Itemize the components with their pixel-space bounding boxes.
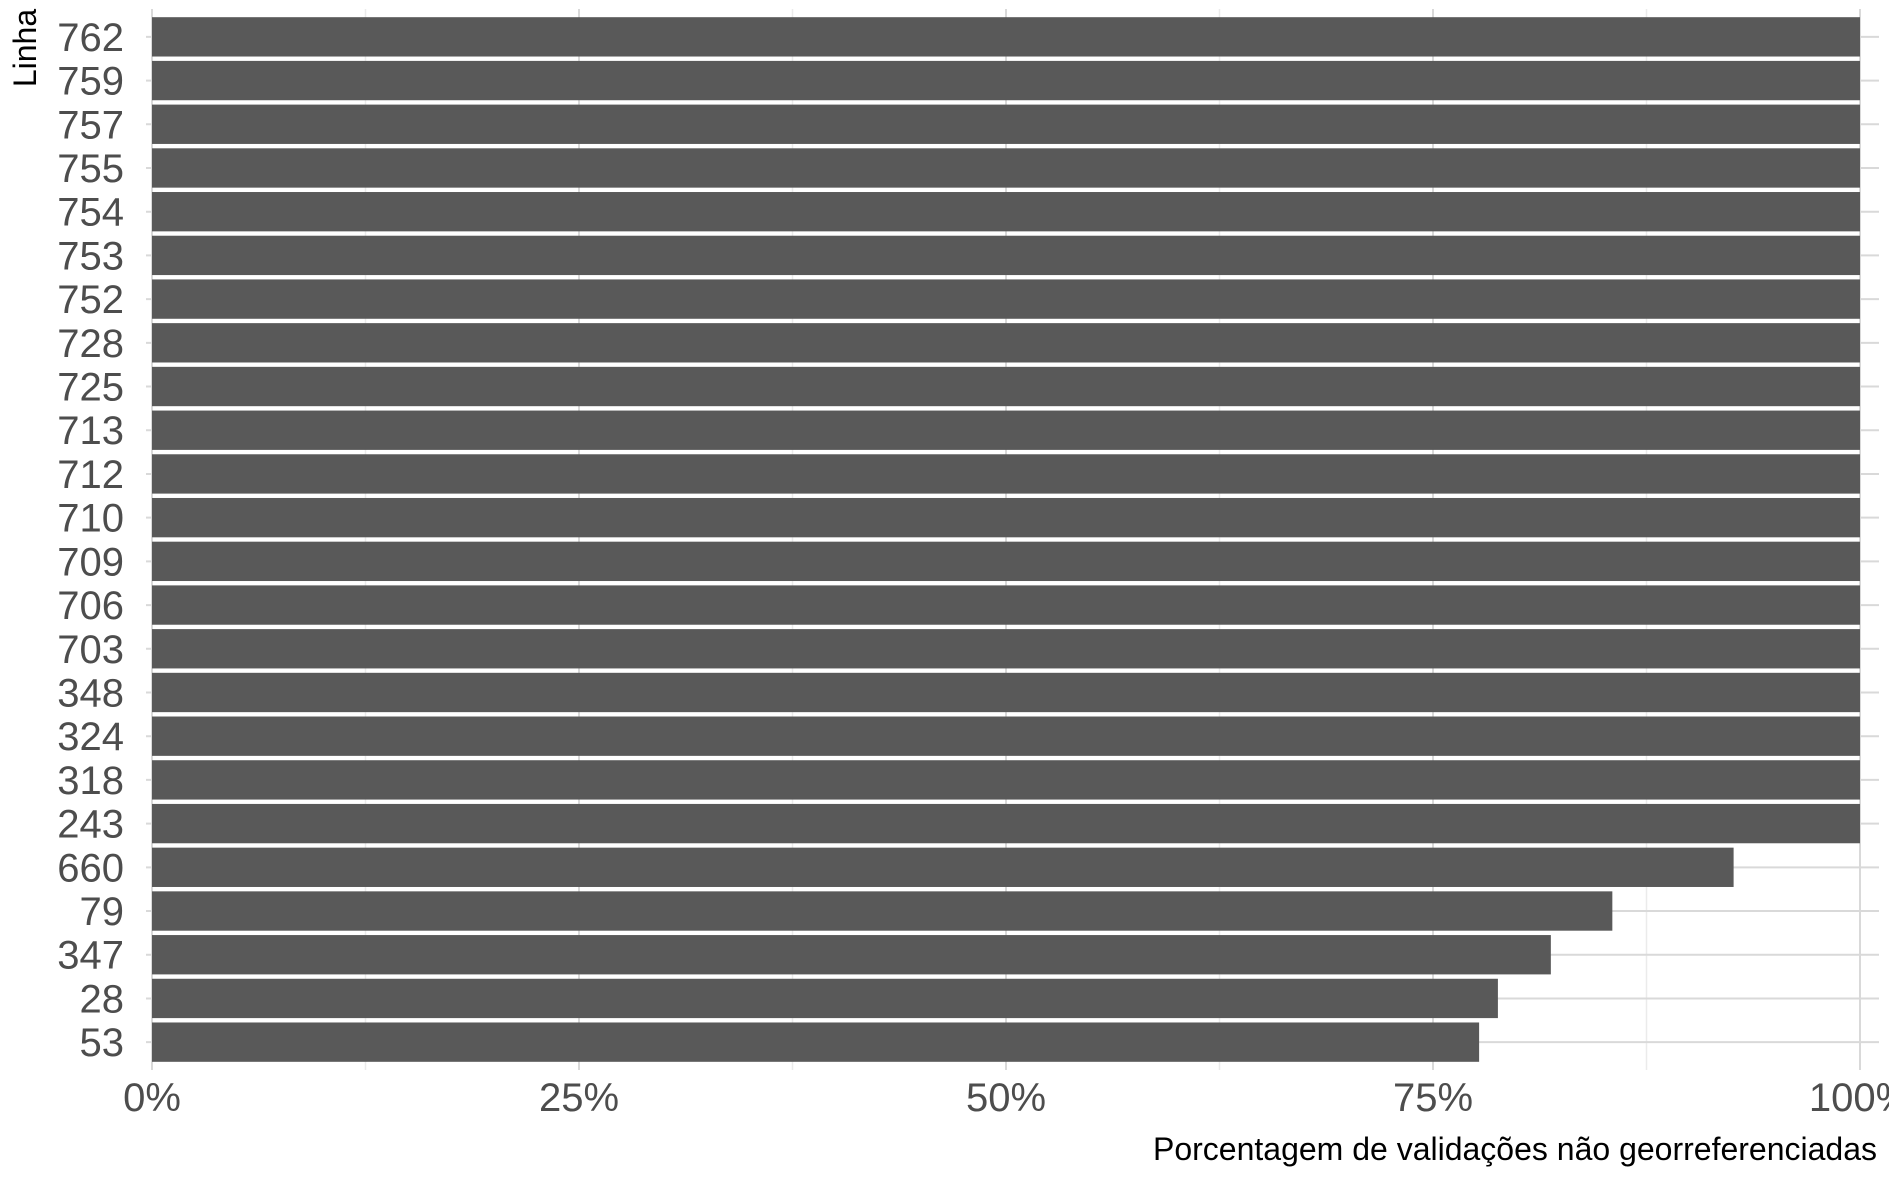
- bar-660: [152, 847, 1734, 887]
- y-tick-label: 347: [57, 934, 124, 978]
- bar-752: [152, 279, 1860, 319]
- y-tick-label: 53: [80, 1021, 125, 1065]
- bar-79: [152, 891, 1613, 931]
- x-tick-label: 25%: [539, 1076, 619, 1120]
- bar-754: [152, 192, 1860, 232]
- y-axis-title: Linha: [7, 9, 43, 88]
- y-tick-label: 243: [57, 803, 124, 847]
- y-tick-label: 79: [80, 890, 125, 934]
- y-tick-labels: 7627597577557547537527287257137127107097…: [57, 16, 124, 1065]
- y-tick-label: 703: [57, 628, 124, 672]
- bar-347: [152, 935, 1551, 975]
- y-tick-label: 660: [57, 846, 124, 890]
- y-tick-label: 752: [57, 278, 124, 322]
- y-tick-label: 728: [57, 322, 124, 366]
- bar-318: [152, 760, 1860, 800]
- bar-709: [152, 541, 1860, 582]
- bar-755: [152, 148, 1860, 188]
- bar-28: [152, 978, 1498, 1019]
- bar-324: [152, 716, 1860, 756]
- y-tick-label: 759: [57, 60, 124, 104]
- y-tick-label: 762: [57, 16, 124, 60]
- y-tick-label: 348: [57, 671, 124, 715]
- y-tick-label: 757: [57, 103, 124, 147]
- y-tick-label: 755: [57, 147, 124, 191]
- y-tick-label: 706: [57, 584, 124, 628]
- x-tick-labels: 0% 25% 50% 75% 100%: [123, 1076, 1889, 1120]
- x-axis-title: Porcentagem de validações não georrefere…: [1153, 1131, 1877, 1167]
- x-tick-label: 50%: [966, 1076, 1046, 1120]
- bar-759: [152, 60, 1860, 101]
- bar-753: [152, 235, 1860, 276]
- bar-348: [152, 672, 1860, 713]
- bar-713: [152, 410, 1860, 450]
- bar-725: [152, 366, 1860, 407]
- y-tick-label: 709: [57, 540, 124, 584]
- bar-703: [152, 629, 1860, 669]
- y-tick-label: 324: [57, 715, 124, 759]
- y-tick-label: 725: [57, 366, 124, 410]
- y-tick-label: 753: [57, 234, 124, 278]
- bar-53: [152, 1022, 1480, 1062]
- y-tick-label: 28: [80, 977, 125, 1021]
- x-tick-label: 100%: [1809, 1076, 1889, 1120]
- bar-243: [152, 803, 1860, 844]
- x-tick-label: 75%: [1393, 1076, 1473, 1120]
- y-tick-label: 713: [57, 409, 124, 453]
- bar-728: [152, 323, 1860, 363]
- x-tick-label: 0%: [123, 1076, 181, 1120]
- bar-762: [152, 17, 1860, 57]
- y-tick-label: 712: [57, 453, 124, 497]
- bars: [152, 17, 1860, 1062]
- bar-706: [152, 585, 1860, 625]
- y-tick-label: 710: [57, 497, 124, 541]
- bar-710: [152, 497, 1860, 538]
- y-tick-label: 754: [57, 191, 124, 235]
- y-tick-label: 318: [57, 759, 124, 803]
- bar-757: [152, 104, 1860, 144]
- bar-712: [152, 454, 1860, 494]
